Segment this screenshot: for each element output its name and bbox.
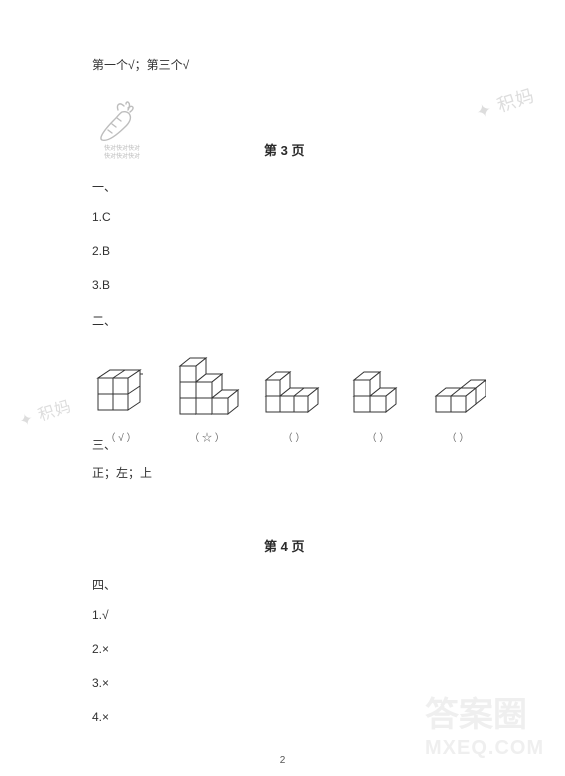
- cube-fig-4: （ ）: [348, 370, 408, 444]
- cube-caption-5: （ ）: [430, 429, 486, 444]
- carrot-caption-1: 快对快对快对: [104, 146, 140, 153]
- cube-caption-2: （ ☆ ）: [174, 429, 240, 444]
- answer-3b: 3.B: [92, 278, 110, 292]
- cube-fig-2: （ ☆ ）: [174, 354, 240, 444]
- text-top-answer: 第一个√；第三个√: [92, 56, 189, 73]
- heading-page-3: 第 3 页: [264, 140, 304, 159]
- watermark-top-right: ✦ 积妈: [472, 81, 537, 124]
- watermark-mid-left: ✦ 积妈: [16, 392, 75, 431]
- answer-4-2: 2.×: [92, 642, 109, 656]
- carrot-caption-2: 快对快对快对: [104, 154, 140, 161]
- answer-1c: 1.C: [92, 210, 111, 224]
- section-3: 三、: [92, 436, 116, 453]
- page-number: 2: [0, 755, 565, 766]
- cube-fig-1: （ √ ）: [90, 364, 152, 444]
- section-1: 一、: [92, 178, 116, 195]
- answer-3-text: 正；左；上: [92, 464, 152, 481]
- section-4: 四、: [92, 576, 116, 593]
- answer-4-1: 1.√: [92, 608, 109, 622]
- carrot-icon: [96, 100, 138, 146]
- heading-page-4: 第 4 页: [264, 536, 304, 555]
- cube-figures-row: （ √ ）: [90, 354, 486, 444]
- cube-caption-4: （ ）: [348, 429, 408, 444]
- cube-caption-3: （ ）: [262, 429, 326, 444]
- answer-4-3: 3.×: [92, 676, 109, 690]
- section-2: 二、: [92, 312, 116, 329]
- answer-2b: 2.B: [92, 244, 110, 258]
- cube-fig-3: （ ）: [262, 368, 326, 444]
- cube-fig-5: （ ）: [430, 378, 486, 444]
- wm-br-line1: 答案圈: [425, 696, 527, 734]
- answer-4-4: 4.×: [92, 710, 109, 724]
